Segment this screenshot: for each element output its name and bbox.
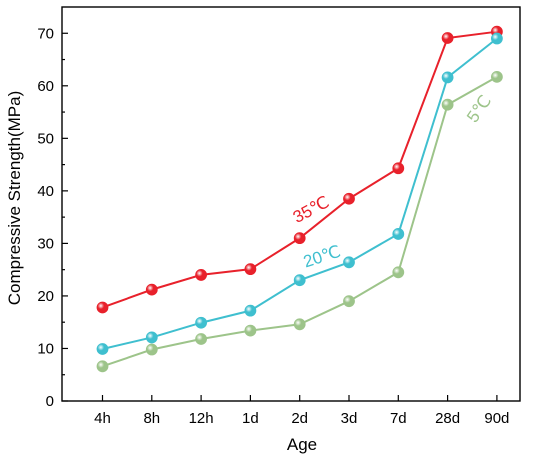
y-tick-label: 60 — [37, 78, 54, 95]
y-tick-label: 20 — [37, 288, 54, 305]
data-point — [244, 324, 257, 337]
series-line-0 — [102, 30, 498, 309]
data-point — [441, 71, 454, 84]
y-tick-label: 40 — [37, 183, 54, 200]
x-tick-label: 8h — [143, 410, 160, 427]
x-tick-label: 2d — [291, 410, 308, 427]
data-point — [145, 343, 158, 356]
data-point — [490, 70, 503, 83]
y-tick-label: 70 — [37, 25, 54, 42]
data-point — [392, 228, 405, 240]
data-point — [343, 256, 355, 269]
data-point — [195, 316, 208, 329]
x-tick-label: 90d — [484, 410, 509, 427]
x-tick-label: 12h — [189, 410, 214, 427]
x-tick-label: 1d — [242, 410, 259, 427]
data-point — [293, 274, 306, 287]
y-tick-label: 50 — [37, 130, 54, 147]
data-point — [96, 301, 109, 314]
x-tick-label: 3d — [341, 410, 358, 427]
x-tick-label: 4h — [94, 410, 111, 427]
x-tick-label: 28d — [435, 410, 460, 427]
x-tick-label: 7d — [390, 410, 407, 427]
data-point — [343, 192, 355, 205]
plot-frame — [61, 6, 521, 402]
y-tick-label: 30 — [37, 235, 54, 252]
data-point — [96, 343, 109, 355]
data-point — [244, 304, 257, 317]
data-point — [490, 32, 503, 45]
data-point — [145, 331, 158, 344]
data-point — [195, 269, 208, 281]
data-point — [244, 263, 257, 276]
data-point — [293, 232, 306, 245]
y-tick-label: 10 — [37, 340, 54, 357]
series-line-1 — [102, 37, 498, 350]
data-point — [441, 98, 454, 111]
x-axis-title: Age — [287, 435, 317, 454]
data-point — [293, 318, 306, 331]
data-point — [392, 266, 405, 279]
data-point — [343, 295, 355, 308]
data-point — [441, 32, 454, 44]
series-annotation: 35℃ — [290, 192, 332, 227]
y-axis-title: Compressive Strength(MPa) — [5, 91, 24, 305]
data-point — [195, 333, 208, 345]
y-tick-label: 0 — [46, 393, 54, 410]
data-point — [145, 283, 158, 296]
series-annotation: 5℃ — [463, 92, 495, 126]
data-point — [96, 360, 109, 373]
data-point — [392, 162, 405, 175]
